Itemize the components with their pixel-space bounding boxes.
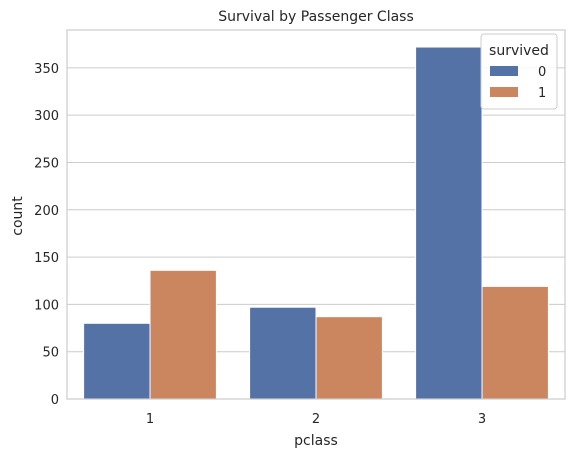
y-tick-label: 100 [34, 298, 59, 313]
legend: survived 0 1 [480, 33, 558, 110]
x-tick-label: 3 [478, 412, 486, 427]
x-tick-label: 1 [146, 412, 154, 427]
y-tick-label: 350 [34, 62, 59, 77]
y-tick-label: 250 [34, 156, 59, 171]
y-tick-label: 50 [42, 346, 59, 361]
bar-1-survived-0 [83, 322, 151, 400]
x-tick-label: 2 [312, 412, 320, 427]
y-tick-label: 300 [34, 109, 59, 124]
y-tick-label: 150 [34, 251, 59, 266]
legend-label-1: 1 [538, 86, 546, 101]
legend-label-0: 0 [538, 65, 546, 80]
legend-title: survived [489, 43, 549, 59]
axes-border [66, 29, 566, 400]
bars [83, 46, 549, 400]
y-tick-labels: 0 50 100 150 200 250 300 350 [34, 62, 59, 408]
bar-3-survived-1 [481, 285, 549, 400]
y-axis-label: count [10, 196, 26, 236]
x-tick-labels: 1 2 3 [146, 412, 486, 427]
axes-frame [66, 29, 566, 400]
bar-3-survived-0 [415, 46, 483, 400]
x-axis-label: pclass [294, 433, 338, 449]
legend-swatch-0 [490, 66, 518, 76]
y-tick-label: 200 [34, 204, 59, 219]
bar-2-survived-0 [249, 306, 317, 400]
bar-1-survived-1 [149, 269, 217, 400]
y-tick-label: 0 [51, 393, 59, 408]
bar-2-survived-1 [315, 316, 383, 400]
chart-title: Survival by Passenger Class [218, 9, 414, 25]
legend-swatch-1 [490, 87, 518, 97]
